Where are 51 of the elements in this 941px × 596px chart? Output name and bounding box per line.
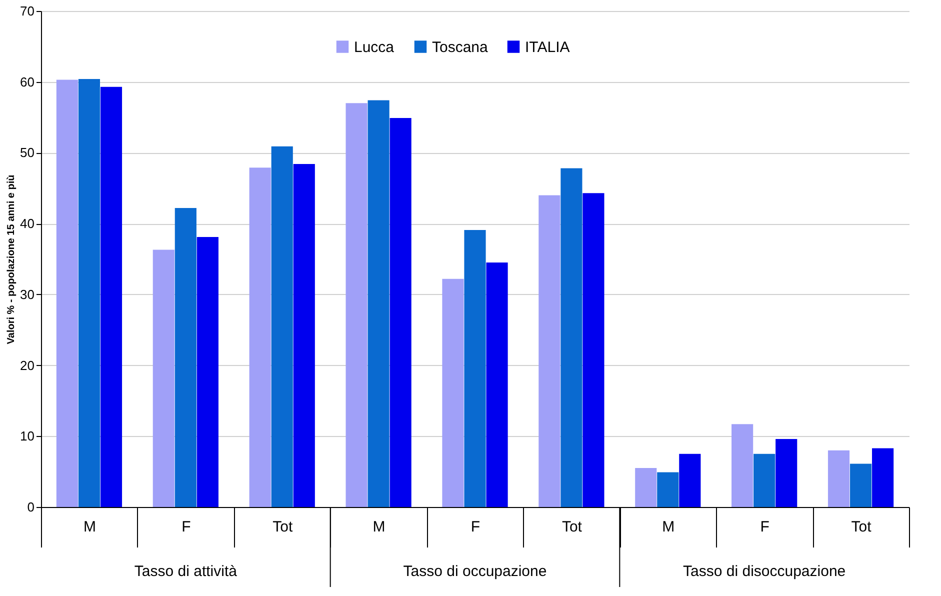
bar (100, 86, 122, 507)
bar (368, 100, 390, 507)
bar (390, 118, 412, 507)
bar (464, 230, 486, 507)
bar (442, 278, 464, 507)
bar (293, 164, 315, 507)
bar (538, 195, 560, 507)
y-tick-label: 70 (20, 4, 34, 18)
x-tick-label: M (83, 518, 96, 536)
bar (754, 454, 776, 507)
y-axis-title: Valori % - popolazione 15 anni e più (6, 174, 18, 344)
x-tick-label: Tot (562, 518, 583, 536)
x-tick-label: F (470, 518, 480, 536)
bar (872, 448, 894, 507)
bar (152, 250, 174, 507)
y-tick-label: 20 (20, 358, 34, 373)
bar (78, 79, 100, 507)
text: Tasso di disoccupazione (683, 563, 846, 580)
legend-label: Lucca (354, 38, 395, 56)
text: Tasso di occupazione (403, 563, 547, 580)
x-tick-label: M (662, 518, 675, 536)
bar (560, 168, 582, 507)
y-tick-label: 30 (20, 286, 34, 302)
y-tick-label: 0 (27, 500, 34, 514)
y-tick-label: 60 (20, 74, 34, 90)
bar (174, 208, 196, 507)
bar (732, 424, 754, 507)
bar (635, 468, 657, 507)
bar (346, 103, 368, 507)
bar (657, 472, 679, 507)
x-tick-label: F (760, 518, 770, 536)
bar (679, 454, 701, 507)
bar (271, 146, 293, 507)
bar (196, 237, 218, 507)
y-tick-label: 10 (20, 428, 34, 444)
bar (486, 262, 508, 507)
legend-label: Toscana (432, 38, 489, 56)
bar (776, 438, 798, 507)
bar (850, 464, 872, 507)
bar (582, 193, 604, 507)
bar (56, 80, 78, 507)
x-tick-label: Tot (272, 518, 294, 536)
y-tick-label: 40 (20, 216, 34, 232)
y-tick-label: 50 (20, 145, 34, 160)
x-tick-label: M (372, 518, 386, 536)
bar (828, 450, 850, 507)
x-tick-label: Tot (851, 518, 872, 536)
legend-label: ITALIA (525, 38, 570, 56)
text: Tasso di attività (134, 563, 238, 580)
x-tick-label: F (182, 518, 191, 536)
bar (249, 168, 271, 507)
